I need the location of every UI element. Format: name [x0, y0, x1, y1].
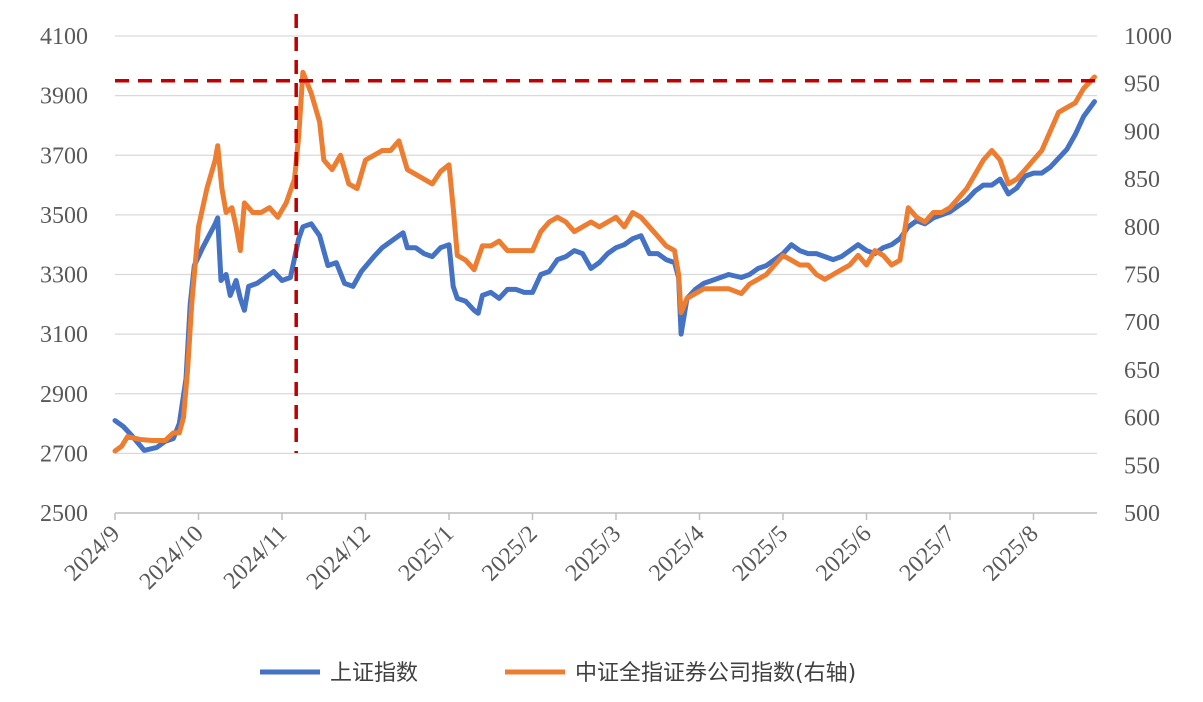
y-left-tick-label: 3300 [40, 263, 88, 289]
y-left-tick-label: 2900 [40, 382, 88, 408]
series-lines [112, 69, 1097, 454]
grid-lines [115, 35, 1097, 514]
y-left-tick-label: 3700 [40, 143, 88, 169]
reference-lines [115, 14, 1097, 453]
y-right-tick-label: 650 [1124, 358, 1160, 384]
x-tick-label: 2025/7 [895, 521, 961, 587]
x-tick-label: 2025/5 [728, 521, 794, 587]
legend-label-shanghai-index: 上证指数 [330, 661, 418, 686]
y-left-tick-label: 2500 [40, 501, 88, 527]
x-tick-label: 2025/2 [477, 521, 543, 587]
x-tick-label: 2025/3 [561, 521, 627, 587]
x-tick-label: 2025/8 [978, 521, 1044, 587]
y-left-tick-label: 3100 [40, 322, 88, 348]
y-right-tick-label: 900 [1124, 119, 1160, 145]
y-right-tick-label: 750 [1124, 263, 1160, 289]
y-right-tick-label: 700 [1124, 310, 1160, 336]
y-axis-right: 500 550 600 650 700 750 800 850 900 950 1000 [1124, 24, 1172, 527]
series-line-shanghai-index [112, 99, 1097, 453]
y-right-tick-label: 550 [1124, 453, 1160, 479]
legend-label-securities-index: 中证全指证券公司指数(右轴) [575, 661, 856, 686]
y-right-tick-label: 1000 [1124, 24, 1172, 50]
x-tick-label: 2024/12 [302, 521, 376, 595]
series-line-securities-index [112, 69, 1097, 454]
legend: 上证指数 中证全指证券公司指数(右轴) [260, 661, 856, 686]
y-left-tick-label: 3500 [40, 203, 88, 229]
y-right-tick-label: 500 [1124, 501, 1160, 527]
x-tick-label: 2025/6 [811, 521, 877, 587]
x-tick-label: 2024/10 [135, 521, 209, 595]
x-tick-label: 2024/9 [60, 521, 126, 587]
y-axis-left: 2500 2700 2900 3100 3300 3500 3700 3900 4100 [40, 24, 88, 527]
y-left-tick-label: 3900 [40, 84, 88, 110]
y-right-tick-label: 800 [1124, 215, 1160, 241]
x-tick-label: 2025/4 [644, 521, 710, 587]
y-right-tick-label: 950 [1124, 72, 1160, 98]
y-right-tick-label: 600 [1124, 406, 1160, 432]
y-left-tick-label: 2700 [40, 441, 88, 467]
x-axis: 2024/9 2024/10 2024/11 2024/12 2025/1 2025/2 2… [60, 512, 1097, 595]
x-tick-label: 2024/11 [219, 521, 292, 594]
y-right-tick-label: 850 [1124, 167, 1160, 193]
x-tick-label: 2025/1 [394, 521, 460, 587]
y-left-tick-label: 4100 [40, 24, 88, 50]
